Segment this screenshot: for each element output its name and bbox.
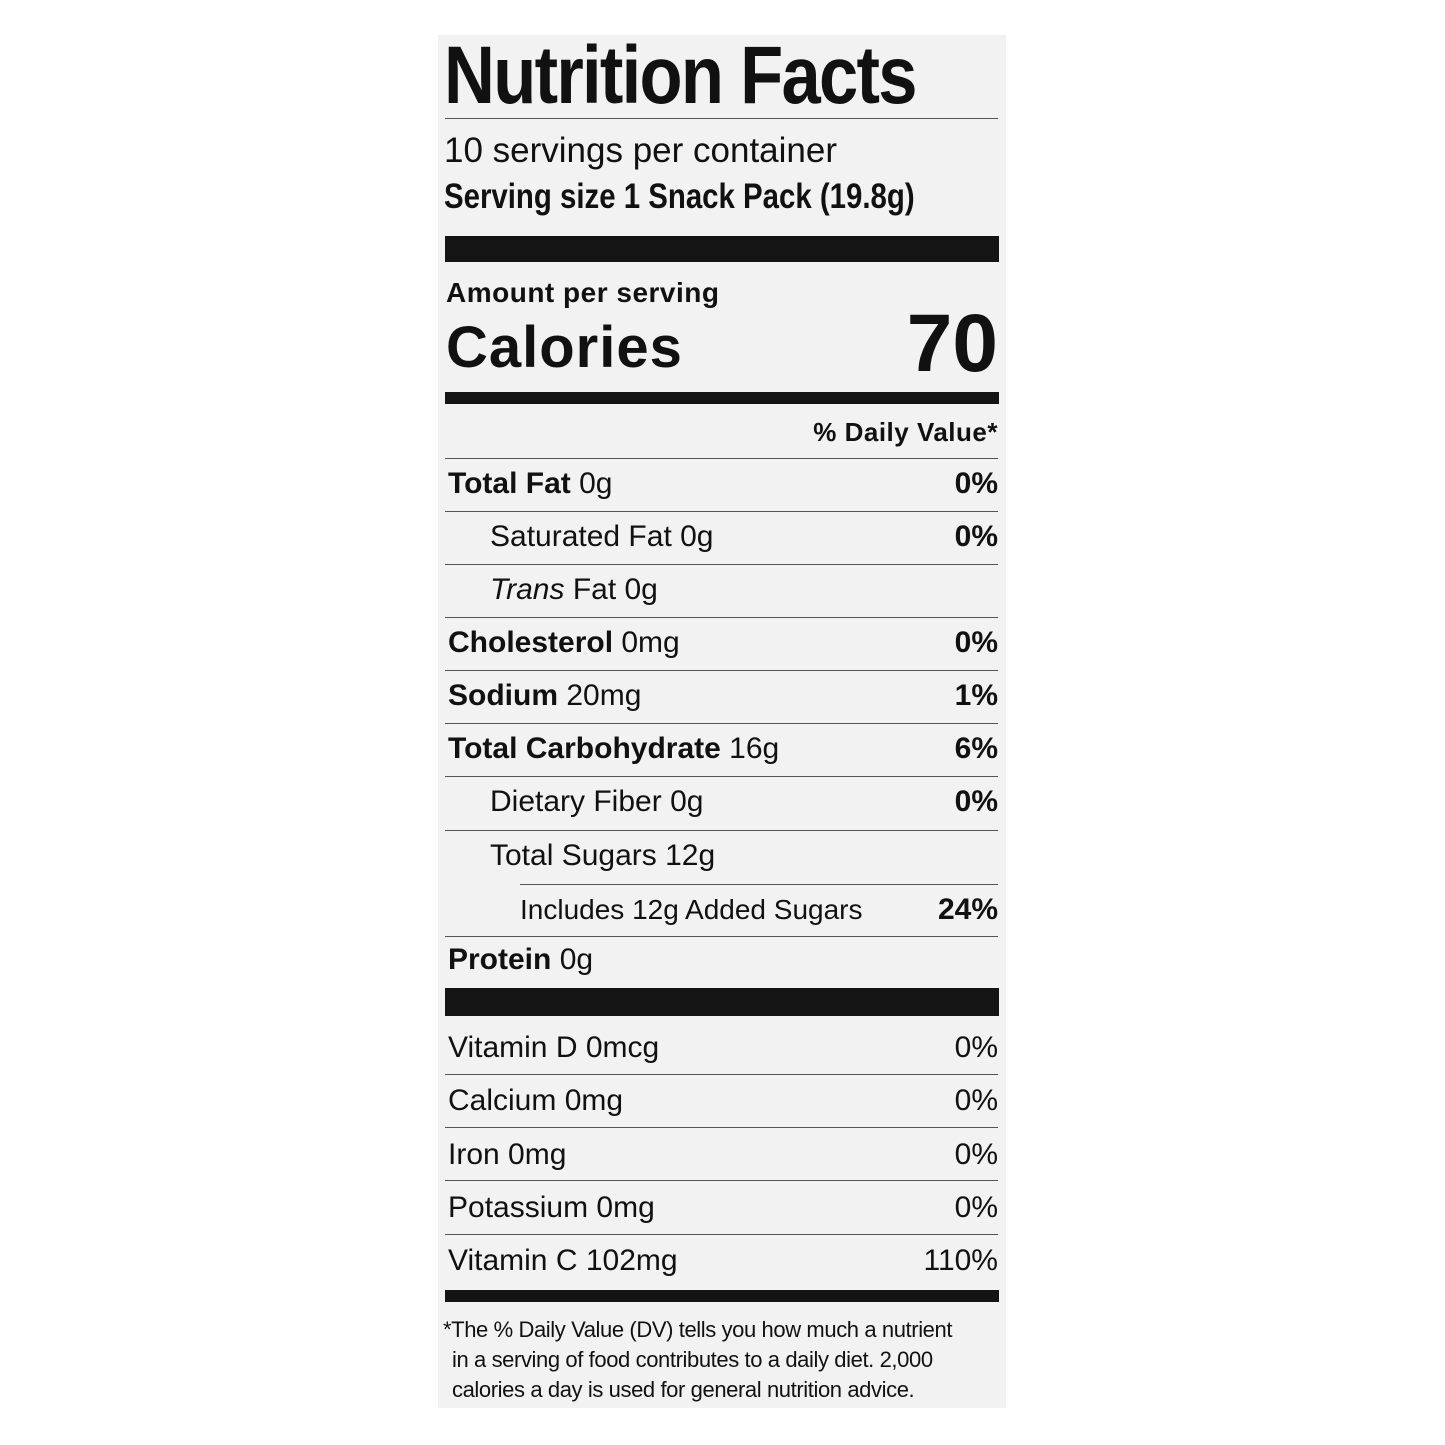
divider	[445, 1234, 998, 1235]
nutrient-name: Cholesterol	[448, 626, 614, 659]
divider	[445, 776, 998, 777]
vitamin-dv: 0%	[954, 1031, 998, 1064]
nutrient-name: Total Carbohydrate	[448, 732, 721, 765]
nutrient-row-total-fat: Total Fat 0g 0%	[448, 458, 998, 510]
nutrient-name: Dietary Fiber	[490, 785, 662, 818]
nutrient-row-total-sugars: Total Sugars 12g	[490, 830, 998, 882]
vitamin-label: Vitamin D 0mcg	[448, 1031, 660, 1064]
servings-per-container: 10 servings per container	[444, 131, 837, 170]
vitamin-label: Calcium 0mg	[448, 1084, 624, 1117]
thick-divider	[445, 236, 999, 262]
serving-size-text: Serving size 1 Snack Pack (19.8g)	[444, 177, 915, 216]
divider	[445, 458, 998, 459]
divider	[520, 884, 998, 885]
nutrient-name: Saturated Fat	[490, 520, 672, 553]
divider	[445, 1074, 998, 1075]
divider	[445, 564, 998, 565]
vitamin-dv: 0%	[954, 1138, 998, 1171]
title-text: Nutrition Facts	[444, 30, 917, 121]
medium-divider	[445, 392, 999, 404]
nutrient-row-sodium: Sodium 20mg 1%	[448, 670, 998, 722]
divider	[445, 617, 998, 618]
divider	[445, 511, 998, 512]
nutrient-name: Total Fat	[448, 467, 571, 500]
nutrition-facts-label: Nutrition Facts 10 servings per containe…	[438, 35, 1006, 1408]
nutrient-amount: Fat 0g	[572, 573, 658, 606]
nutrient-amount: 12g	[665, 839, 716, 872]
nutrient-name: Includes 12g Added Sugars	[520, 894, 863, 925]
vitamin-label: Iron 0mg	[448, 1138, 567, 1171]
nutrient-amount: 0g	[559, 943, 594, 976]
nutrient-row-added-sugars: Includes 12g Added Sugars 24%	[520, 884, 998, 936]
divider	[445, 670, 998, 671]
divider	[445, 118, 998, 119]
divider	[445, 1127, 998, 1128]
vitamin-label: Potassium 0mg	[448, 1191, 655, 1224]
nutrient-dv: 6%	[954, 732, 998, 765]
vitamin-row: Calcium 0mg 0%	[448, 1075, 998, 1127]
calories-value: 70	[906, 298, 998, 389]
vitamin-row: Vitamin D 0mcg 0%	[448, 1022, 998, 1074]
nutrient-amount: 0mg	[621, 626, 680, 659]
serving-size: Serving size 1 Snack Pack (19.8g)	[444, 177, 1004, 217]
vitamin-dv: 110%	[923, 1244, 998, 1277]
divider	[445, 830, 998, 831]
amount-per-serving: Amount per serving	[446, 277, 720, 308]
divider	[445, 1180, 998, 1181]
divider	[445, 723, 998, 724]
nutrient-dv: 24%	[937, 893, 998, 926]
nutrient-amount: 0g	[579, 467, 613, 500]
vitamin-row: Iron 0mg 0%	[448, 1129, 998, 1181]
nutrient-dv: 0%	[954, 467, 998, 500]
divider	[445, 936, 998, 937]
nutrient-amount: 16g	[729, 732, 780, 765]
nutrient-name: Protein	[448, 943, 552, 976]
vitamin-row: Vitamin C 102mg 110%	[448, 1235, 998, 1287]
calories-label: Calories	[446, 315, 683, 380]
nutrient-dv: 0%	[954, 520, 998, 553]
label-title: Nutrition Facts	[444, 35, 993, 117]
nutrient-dv: 1%	[954, 679, 998, 712]
nutrient-name: Total Sugars	[490, 839, 657, 872]
nutrient-row-cholesterol: Cholesterol 0mg 0%	[448, 617, 998, 669]
nutrient-row-saturated-fat: Saturated Fat 0g 0%	[490, 511, 998, 563]
footnote: *The % Daily Value (DV) tells you how mu…	[443, 1315, 952, 1405]
nutrient-name: Sodium	[448, 679, 558, 712]
footnote-line: calories a day is used for general nutri…	[452, 1377, 915, 1402]
footnote-line: *The % Daily Value (DV) tells you how mu…	[443, 1317, 953, 1342]
medium-divider	[445, 1290, 999, 1302]
nutrient-row-trans-fat: Trans Fat 0g	[490, 564, 998, 616]
nutrient-name: Trans	[490, 573, 565, 606]
vitamin-row: Potassium 0mg 0%	[448, 1182, 998, 1234]
vitamin-dv: 0%	[954, 1084, 998, 1117]
nutrient-amount: 0g	[680, 520, 714, 553]
nutrient-amount: 20mg	[566, 679, 642, 712]
nutrient-row-dietary-fiber: Dietary Fiber 0g 0%	[490, 776, 998, 828]
nutrient-row-protein: Protein 0g	[448, 934, 998, 986]
vitamin-label: Vitamin C 102mg	[448, 1244, 678, 1277]
thick-divider	[445, 988, 999, 1016]
daily-value-header: % Daily Value*	[813, 417, 998, 447]
nutrient-amount: 0g	[670, 785, 704, 818]
nutrient-dv: 0%	[954, 626, 998, 659]
vitamin-dv: 0%	[954, 1191, 998, 1224]
nutrient-dv: 0%	[954, 785, 998, 818]
nutrient-row-total-carbohydrate: Total Carbohydrate 16g 6%	[448, 723, 998, 775]
footnote-line: in a serving of food contributes to a da…	[452, 1347, 933, 1372]
